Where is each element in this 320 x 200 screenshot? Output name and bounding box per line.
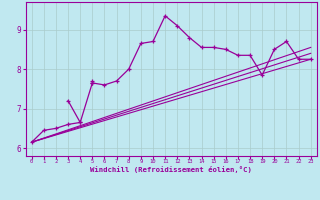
X-axis label: Windchill (Refroidissement éolien,°C): Windchill (Refroidissement éolien,°C) bbox=[90, 166, 252, 173]
